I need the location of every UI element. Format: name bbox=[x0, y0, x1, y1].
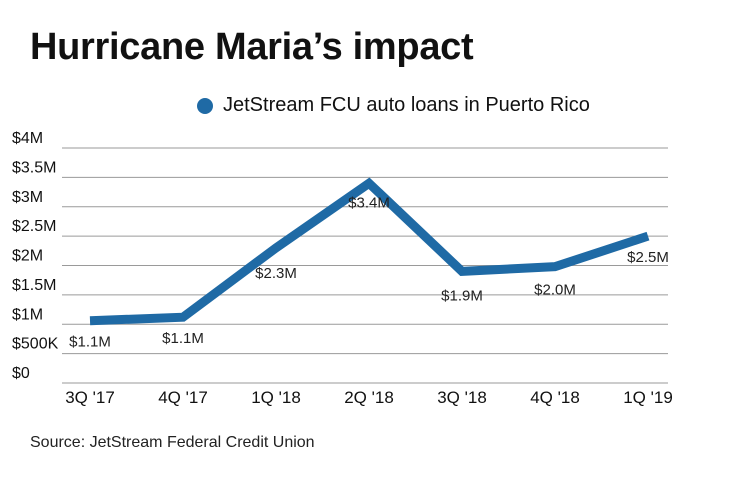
data-label: $3.4M bbox=[348, 194, 390, 211]
legend-label: JetStream FCU auto loans in Puerto Rico bbox=[223, 94, 590, 116]
data-labels: $1.1M $1.1M $2.3M $3.4M $1.9M $2.0M $2.5M bbox=[69, 194, 669, 350]
x-tick-label: 4Q '18 bbox=[530, 388, 580, 407]
legend-marker bbox=[197, 97, 213, 114]
x-axis-ticks: 3Q '17 4Q '17 1Q '18 2Q '18 3Q '18 4Q '18 1Q '… bbox=[65, 388, 673, 407]
y-tick-label: $0 bbox=[12, 365, 30, 382]
y-tick-label: $500K bbox=[12, 336, 59, 353]
y-tick-label: $2M bbox=[12, 248, 43, 265]
x-tick-label: 3Q '17 bbox=[65, 388, 115, 407]
x-tick-label: 1Q '18 bbox=[251, 388, 301, 407]
data-label: $2.5M bbox=[627, 249, 669, 266]
data-label: $2.0M bbox=[534, 282, 576, 299]
data-label: $1.1M bbox=[69, 334, 111, 351]
y-tick-label: $2.5M bbox=[12, 218, 56, 235]
y-axis-ticks: $0 $500K $1M $1.5M $2M $2.5M $3M $3.5M $4M bbox=[12, 130, 59, 382]
x-tick-label: 3Q '18 bbox=[437, 388, 487, 407]
data-label: $2.3M bbox=[255, 265, 297, 282]
source-note: Source: JetStream Federal Credit Union bbox=[30, 434, 315, 451]
y-tick-label: $1.5M bbox=[12, 277, 56, 294]
x-tick-label: 2Q '18 bbox=[344, 388, 394, 407]
x-tick-label: 1Q '19 bbox=[623, 388, 673, 407]
series-line-group bbox=[89, 177, 650, 326]
data-label: $1.9M bbox=[441, 287, 483, 304]
y-tick-label: $4M bbox=[12, 130, 43, 147]
x-tick-label: 4Q '17 bbox=[158, 388, 208, 407]
y-tick-label: $1M bbox=[12, 306, 43, 323]
series-line bbox=[89, 177, 650, 326]
legend: JetStream FCU auto loans in Puerto Rico bbox=[197, 94, 590, 117]
y-tick-label: $3M bbox=[12, 189, 43, 206]
chart-title: Hurricane Maria’s impact bbox=[30, 26, 474, 68]
data-label: $1.1M bbox=[162, 330, 204, 347]
y-tick-label: $3.5M bbox=[12, 159, 56, 176]
